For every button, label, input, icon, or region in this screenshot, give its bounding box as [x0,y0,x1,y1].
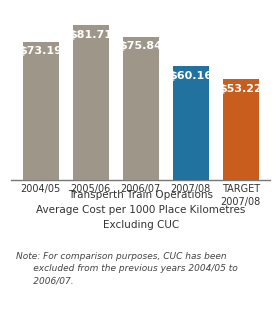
Bar [23,42,59,180]
Text: $73.19: $73.19 [19,46,62,56]
Text: $81.71: $81.71 [69,30,112,40]
Text: $75.84: $75.84 [119,41,162,51]
Text: Note: For comparison purposes, CUC has been
      excluded from the previous yea: Note: For comparison purposes, CUC has b… [16,252,238,286]
Text: $60.16: $60.16 [169,71,212,81]
Bar [123,37,159,180]
Bar [223,79,259,180]
Text: Transperth Train Operations
Average Cost per 1000 Place Kilometres
Excluding CUC: Transperth Train Operations Average Cost… [36,190,245,230]
Bar [173,66,209,180]
Bar [73,25,109,180]
Text: $53.22: $53.22 [219,84,262,94]
